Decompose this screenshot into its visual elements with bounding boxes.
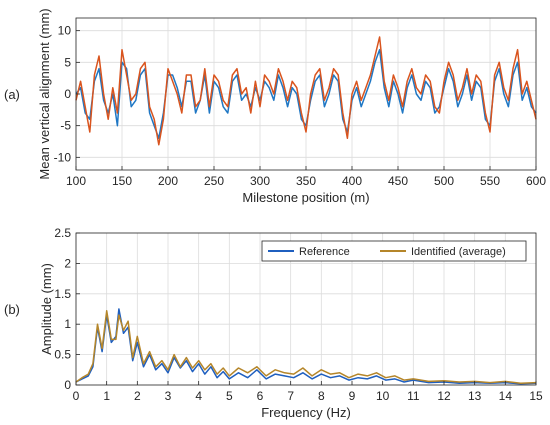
x-tick-label: 11 [407, 389, 420, 403]
x-tick-label: 1 [103, 389, 110, 403]
legend-label-1: Reference [299, 246, 350, 258]
x-tick-label: 300 [250, 174, 270, 188]
series-line-1 [75, 308, 537, 385]
panel-label: (a) [4, 87, 20, 102]
x-tick-label: 500 [434, 174, 454, 188]
x-tick-label: 9 [349, 389, 356, 403]
legend: Reference Identified (average) [261, 240, 527, 262]
chart-a: 100 150 200 250 300 350 400 450 500 550 600 -10 -5 0 5… [4, 8, 546, 205]
x-tick-label: 10 [376, 389, 390, 403]
x-tick-label: 400 [342, 174, 362, 188]
y-axis-label: Amplitude (mm) [39, 263, 54, 355]
x-tick-label: 600 [526, 174, 546, 188]
x-tick-label: 0 [73, 389, 80, 403]
x-tick-label: 450 [388, 174, 408, 188]
x-axis-label: Milestone position (m) [242, 190, 369, 205]
y-tick-label: 2.5 [54, 226, 71, 240]
x-tick-label: 8 [318, 389, 325, 403]
x-tick-label: 150 [112, 174, 132, 188]
x-tick-label: 550 [480, 174, 500, 188]
x-tick-label: 7 [287, 389, 294, 403]
panel-label: (b) [4, 302, 20, 317]
axes-box [75, 232, 537, 386]
x-tick-label: 100 [66, 174, 86, 188]
y-tick-label: 0.5 [54, 348, 71, 362]
y-tick-label: -10 [54, 150, 72, 164]
x-tick-label: 350 [296, 174, 316, 188]
y-tick-label: 0 [64, 87, 71, 101]
y-tick-label: 5 [64, 55, 71, 69]
x-tick-label: 15 [529, 389, 543, 403]
x-tick-label: 2 [134, 389, 141, 403]
legend-label-2: Identified (average) [411, 246, 506, 258]
chart-b: 0 1 2 3 4 5 6 7 8 9 10 11 12 13 14 1500.511.522.5Freque… [4, 226, 543, 420]
series-line-2 [75, 310, 537, 384]
y-axis-label: Mean vertical alignment (mm) [37, 8, 52, 179]
x-tick-label: 13 [468, 389, 482, 403]
x-tick-label: 6 [257, 389, 264, 403]
y-tick-label: -5 [60, 119, 71, 133]
y-tick-label: 0 [64, 378, 71, 392]
series-line-2 [75, 36, 537, 146]
x-tick-label: 3 [165, 389, 172, 403]
y-tick-label: 2 [64, 256, 71, 270]
y-tick-label: 10 [58, 24, 72, 38]
x-tick-label: 12 [437, 389, 451, 403]
x-tick-label: 200 [158, 174, 178, 188]
y-tick-label: 1 [64, 317, 71, 331]
x-tick-label: 250 [204, 174, 224, 188]
x-axis-label: Frequency (Hz) [261, 405, 351, 420]
series-line-1 [75, 48, 537, 140]
x-tick-label: 4 [195, 389, 202, 403]
x-tick-label: 14 [499, 389, 513, 403]
x-tick-label: 5 [226, 389, 233, 403]
y-tick-label: 1.5 [54, 287, 71, 301]
